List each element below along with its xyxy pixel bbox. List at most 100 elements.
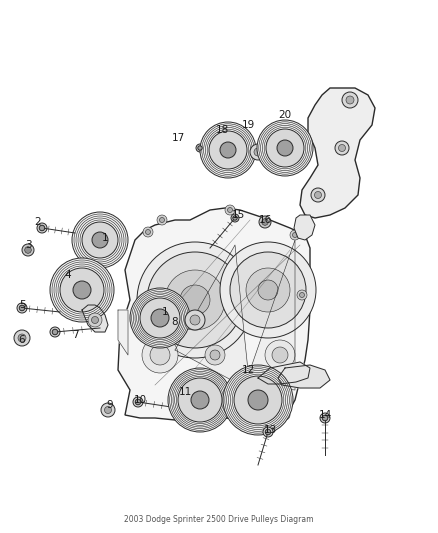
Text: 20: 20 xyxy=(279,110,292,120)
Circle shape xyxy=(60,268,104,312)
Circle shape xyxy=(147,252,243,348)
Circle shape xyxy=(52,329,58,335)
Text: 9: 9 xyxy=(107,400,113,410)
Circle shape xyxy=(200,122,256,178)
Polygon shape xyxy=(82,305,108,332)
Circle shape xyxy=(19,305,25,311)
Circle shape xyxy=(133,397,143,407)
Circle shape xyxy=(320,413,330,423)
Circle shape xyxy=(50,327,60,337)
Circle shape xyxy=(185,310,205,330)
Circle shape xyxy=(92,232,108,248)
Circle shape xyxy=(157,215,167,225)
Text: 13: 13 xyxy=(263,425,277,435)
Circle shape xyxy=(92,317,99,324)
Text: 2: 2 xyxy=(35,217,41,227)
Circle shape xyxy=(263,427,273,437)
Circle shape xyxy=(39,225,45,231)
Circle shape xyxy=(314,191,321,198)
Circle shape xyxy=(220,142,236,158)
Text: 18: 18 xyxy=(215,125,229,135)
Circle shape xyxy=(72,212,128,268)
Circle shape xyxy=(82,222,118,258)
Text: 11: 11 xyxy=(178,387,192,397)
Circle shape xyxy=(37,223,47,233)
Polygon shape xyxy=(258,362,310,384)
Circle shape xyxy=(266,129,304,167)
Text: 15: 15 xyxy=(231,210,245,220)
Circle shape xyxy=(18,334,26,342)
Circle shape xyxy=(130,288,190,348)
Circle shape xyxy=(250,144,266,160)
Polygon shape xyxy=(245,240,295,390)
Circle shape xyxy=(280,410,290,420)
Circle shape xyxy=(196,144,204,152)
Circle shape xyxy=(145,230,151,235)
Circle shape xyxy=(265,429,271,435)
Circle shape xyxy=(14,330,30,346)
Text: 3: 3 xyxy=(25,240,31,250)
Circle shape xyxy=(254,148,262,156)
Circle shape xyxy=(165,270,225,330)
Circle shape xyxy=(322,415,328,421)
Polygon shape xyxy=(118,208,310,422)
Text: 4: 4 xyxy=(65,270,71,280)
Text: 10: 10 xyxy=(134,395,147,405)
Polygon shape xyxy=(300,88,375,218)
Circle shape xyxy=(178,378,222,422)
Circle shape xyxy=(17,303,27,313)
Circle shape xyxy=(159,217,165,222)
Circle shape xyxy=(311,188,325,202)
Polygon shape xyxy=(175,245,250,390)
Circle shape xyxy=(230,252,306,328)
Circle shape xyxy=(25,247,31,253)
Circle shape xyxy=(151,309,169,327)
Circle shape xyxy=(150,345,170,365)
Polygon shape xyxy=(118,310,128,355)
Text: 8: 8 xyxy=(172,317,178,327)
Circle shape xyxy=(142,337,178,373)
Circle shape xyxy=(140,298,180,338)
Circle shape xyxy=(180,285,210,315)
Circle shape xyxy=(246,268,290,312)
Circle shape xyxy=(101,403,115,417)
Polygon shape xyxy=(278,365,330,388)
Circle shape xyxy=(342,92,358,108)
Circle shape xyxy=(277,140,293,156)
Circle shape xyxy=(346,96,354,104)
Polygon shape xyxy=(294,215,315,240)
Circle shape xyxy=(220,242,316,338)
Circle shape xyxy=(105,407,112,414)
Circle shape xyxy=(257,120,313,176)
Text: 12: 12 xyxy=(241,365,254,375)
Text: 7: 7 xyxy=(72,330,78,340)
Circle shape xyxy=(231,214,239,222)
Circle shape xyxy=(272,347,288,363)
Circle shape xyxy=(137,242,253,358)
Circle shape xyxy=(168,368,232,432)
Circle shape xyxy=(210,350,220,360)
Circle shape xyxy=(283,413,287,417)
Text: 14: 14 xyxy=(318,410,332,420)
Circle shape xyxy=(88,313,102,327)
Circle shape xyxy=(50,258,114,322)
Circle shape xyxy=(339,144,346,151)
Text: 6: 6 xyxy=(19,335,25,345)
Circle shape xyxy=(205,345,225,365)
Circle shape xyxy=(297,290,307,300)
Circle shape xyxy=(335,141,349,155)
Circle shape xyxy=(293,232,297,238)
Circle shape xyxy=(191,391,209,409)
Text: 17: 17 xyxy=(171,133,185,143)
Circle shape xyxy=(259,216,271,228)
Circle shape xyxy=(258,280,278,300)
Circle shape xyxy=(198,146,202,150)
Text: 2003 Dodge Sprinter 2500 Drive Pulleys Diagram: 2003 Dodge Sprinter 2500 Drive Pulleys D… xyxy=(124,515,314,524)
Circle shape xyxy=(290,230,300,240)
Circle shape xyxy=(135,399,141,405)
Circle shape xyxy=(143,227,153,237)
Circle shape xyxy=(234,376,282,424)
Text: 1: 1 xyxy=(162,307,168,317)
Circle shape xyxy=(223,365,293,435)
Circle shape xyxy=(233,216,237,220)
